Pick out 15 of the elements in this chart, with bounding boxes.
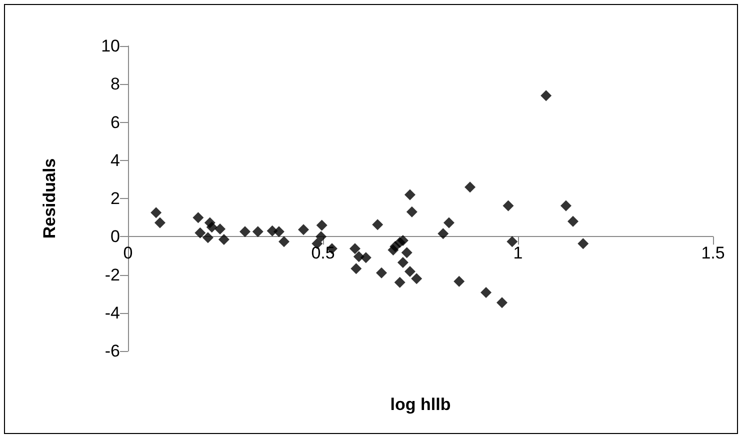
x-axis-title: log hllb: [390, 395, 451, 414]
y-tick-label: 2: [110, 189, 120, 208]
x-tick-label: 0: [123, 244, 133, 263]
x-tick-label: 0.5: [311, 244, 335, 263]
y-tick-label: 6: [110, 112, 120, 132]
x-tick-label: 1: [513, 244, 523, 263]
y-tick-label: 4: [110, 150, 120, 170]
y-tick-label: -4: [104, 303, 120, 322]
x-tick-label: 1.5: [701, 244, 725, 263]
y-axis-title: Residuals: [40, 158, 59, 239]
y-tick-label: -2: [104, 265, 120, 284]
y-tick-label: 8: [110, 74, 120, 94]
y-tick-label: 10: [101, 36, 120, 56]
y-tick-label: 0: [110, 227, 120, 246]
y-tick-label: -6: [104, 342, 120, 360]
